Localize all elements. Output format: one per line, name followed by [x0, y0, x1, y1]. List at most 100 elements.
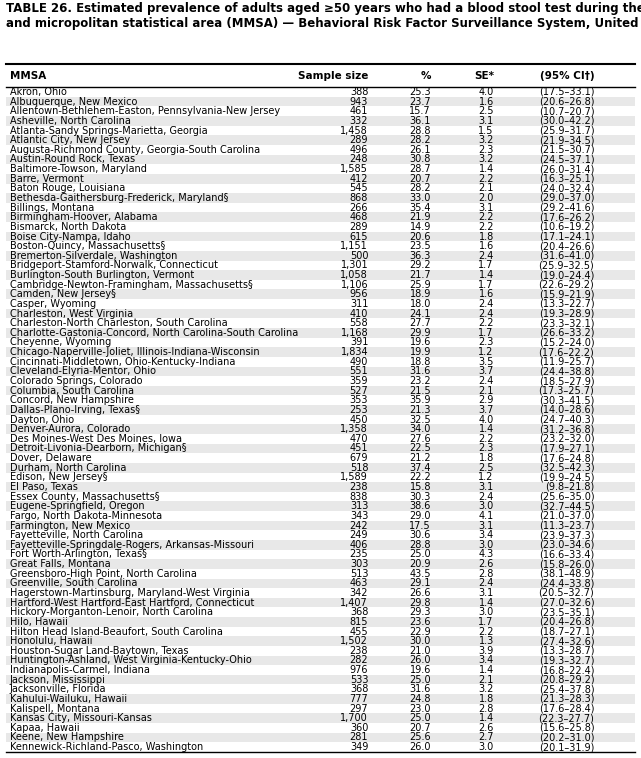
Bar: [6, 280, 635, 290]
Text: 21.5: 21.5: [410, 386, 431, 396]
Bar: [6, 299, 635, 309]
Text: 1.2: 1.2: [478, 347, 494, 357]
Text: (13.3–22.7): (13.3–22.7): [538, 299, 594, 309]
Text: Casper, Wyoming: Casper, Wyoming: [10, 299, 96, 309]
Text: Denver-Aurora, Colorado: Denver-Aurora, Colorado: [10, 424, 130, 434]
Bar: [6, 337, 635, 347]
Text: 527: 527: [349, 386, 368, 396]
Text: 248: 248: [350, 155, 368, 164]
Text: 2.2: 2.2: [478, 318, 494, 328]
Text: 1.6: 1.6: [479, 96, 494, 107]
Text: 1.4: 1.4: [479, 665, 494, 675]
Text: (17.5–33.1): (17.5–33.1): [539, 87, 594, 97]
Bar: [6, 203, 635, 212]
Text: (19.9–24.5): (19.9–24.5): [539, 472, 594, 482]
Bar: [6, 155, 635, 164]
Text: Hickory-Morganton-Lenoir, North Carolina: Hickory-Morganton-Lenoir, North Carolina: [10, 607, 213, 617]
Text: 2.5: 2.5: [478, 106, 494, 116]
Text: 25.3: 25.3: [410, 87, 431, 97]
Text: Fayetteville-Springdale-Rogers, Arkansas-Missouri: Fayetteville-Springdale-Rogers, Arkansas…: [10, 540, 254, 550]
Text: (10.7–20.7): (10.7–20.7): [538, 106, 594, 116]
Text: 20.7: 20.7: [410, 174, 431, 183]
Text: (26.0–31.4): (26.0–31.4): [539, 164, 594, 174]
Text: 1,834: 1,834: [340, 347, 368, 357]
Text: 2.8: 2.8: [478, 568, 494, 578]
Text: 2.1: 2.1: [478, 386, 494, 396]
Text: 3.2: 3.2: [478, 684, 494, 694]
Text: Great Falls, Montana: Great Falls, Montana: [10, 559, 110, 569]
Text: 838: 838: [350, 492, 368, 502]
Text: 28.8: 28.8: [410, 126, 431, 136]
Text: (17.6–22.2): (17.6–22.2): [538, 347, 594, 357]
Text: Kalispell, Montana: Kalispell, Montana: [10, 703, 99, 713]
Text: (30.3–41.5): (30.3–41.5): [539, 395, 594, 406]
Text: 1,589: 1,589: [340, 472, 368, 482]
Text: 25.6: 25.6: [410, 732, 431, 743]
Text: 43.5: 43.5: [410, 568, 431, 578]
Text: 1.6: 1.6: [479, 290, 494, 299]
Text: 3.7: 3.7: [478, 366, 494, 377]
Text: 17.5: 17.5: [410, 521, 431, 531]
Bar: [6, 396, 635, 405]
Text: 2.1: 2.1: [478, 183, 494, 193]
Bar: [6, 183, 635, 193]
Text: 1.4: 1.4: [479, 270, 494, 280]
Text: 1,458: 1,458: [340, 126, 368, 136]
Text: (21.0–37.0): (21.0–37.0): [539, 511, 594, 521]
Bar: [6, 251, 635, 261]
Bar: [6, 367, 635, 376]
Bar: [6, 666, 635, 675]
Text: 496: 496: [350, 145, 368, 155]
Text: 19.6: 19.6: [410, 665, 431, 675]
Text: (20.2–31.0): (20.2–31.0): [539, 732, 594, 743]
Text: Cheyenne, Wyoming: Cheyenne, Wyoming: [10, 337, 111, 347]
Text: 343: 343: [350, 511, 368, 521]
Text: (23.3–32.1): (23.3–32.1): [539, 318, 594, 328]
Text: 545: 545: [349, 183, 368, 193]
Text: Barre, Vermont: Barre, Vermont: [10, 174, 83, 183]
Text: 22.5: 22.5: [409, 443, 431, 453]
Text: 30.6: 30.6: [410, 530, 431, 540]
Text: 1.8: 1.8: [479, 453, 494, 463]
Text: (23.9–37.3): (23.9–37.3): [539, 530, 594, 540]
Text: Jackson, Mississippi: Jackson, Mississippi: [10, 675, 106, 684]
Text: (27.0–32.6): (27.0–32.6): [538, 597, 594, 608]
Text: 2.9: 2.9: [478, 395, 494, 406]
Text: Hilton Head Island-Beaufort, South Carolina: Hilton Head Island-Beaufort, South Carol…: [10, 627, 222, 637]
Bar: [6, 598, 635, 607]
Text: 777: 777: [349, 694, 368, 704]
Text: 2.4: 2.4: [478, 309, 494, 318]
Text: 26.1: 26.1: [410, 145, 431, 155]
Text: 37.4: 37.4: [410, 462, 431, 473]
Bar: [6, 627, 635, 636]
Text: 342: 342: [350, 588, 368, 598]
Text: 3.7: 3.7: [478, 405, 494, 415]
Text: 29.8: 29.8: [410, 597, 431, 608]
Text: 311: 311: [350, 299, 368, 309]
Bar: [6, 270, 635, 280]
Text: 26.0: 26.0: [410, 742, 431, 752]
Bar: [6, 347, 635, 357]
Text: (29.2–41.6): (29.2–41.6): [539, 202, 594, 212]
Text: 25.9: 25.9: [410, 280, 431, 290]
Text: 21.7: 21.7: [410, 270, 431, 280]
Bar: [6, 145, 635, 155]
Bar: [6, 415, 635, 424]
Text: 25.0: 25.0: [410, 550, 431, 559]
Text: 3.1: 3.1: [479, 202, 494, 212]
Text: Huntington-Ashland, West Virginia-Kentucky-Ohio: Huntington-Ashland, West Virginia-Kentuc…: [10, 656, 251, 666]
Text: Fargo, North Dakota-Minnesota: Fargo, North Dakota-Minnesota: [10, 511, 162, 521]
Text: 23.7: 23.7: [410, 96, 431, 107]
Text: 451: 451: [350, 443, 368, 453]
Text: 23.6: 23.6: [410, 617, 431, 627]
Text: 388: 388: [350, 87, 368, 97]
Text: 2.4: 2.4: [478, 251, 494, 261]
Text: (13.3–28.7): (13.3–28.7): [539, 646, 594, 656]
Text: Farmington, New Mexico: Farmington, New Mexico: [10, 521, 129, 531]
Text: 253: 253: [349, 405, 368, 415]
Text: Albuquerque, New Mexico: Albuquerque, New Mexico: [10, 96, 137, 107]
Text: Birmingham-Hoover, Alabama: Birmingham-Hoover, Alabama: [10, 212, 157, 222]
Bar: [6, 453, 635, 463]
Text: 33.0: 33.0: [410, 193, 431, 203]
Text: Jacksonville, Florida: Jacksonville, Florida: [10, 684, 106, 694]
